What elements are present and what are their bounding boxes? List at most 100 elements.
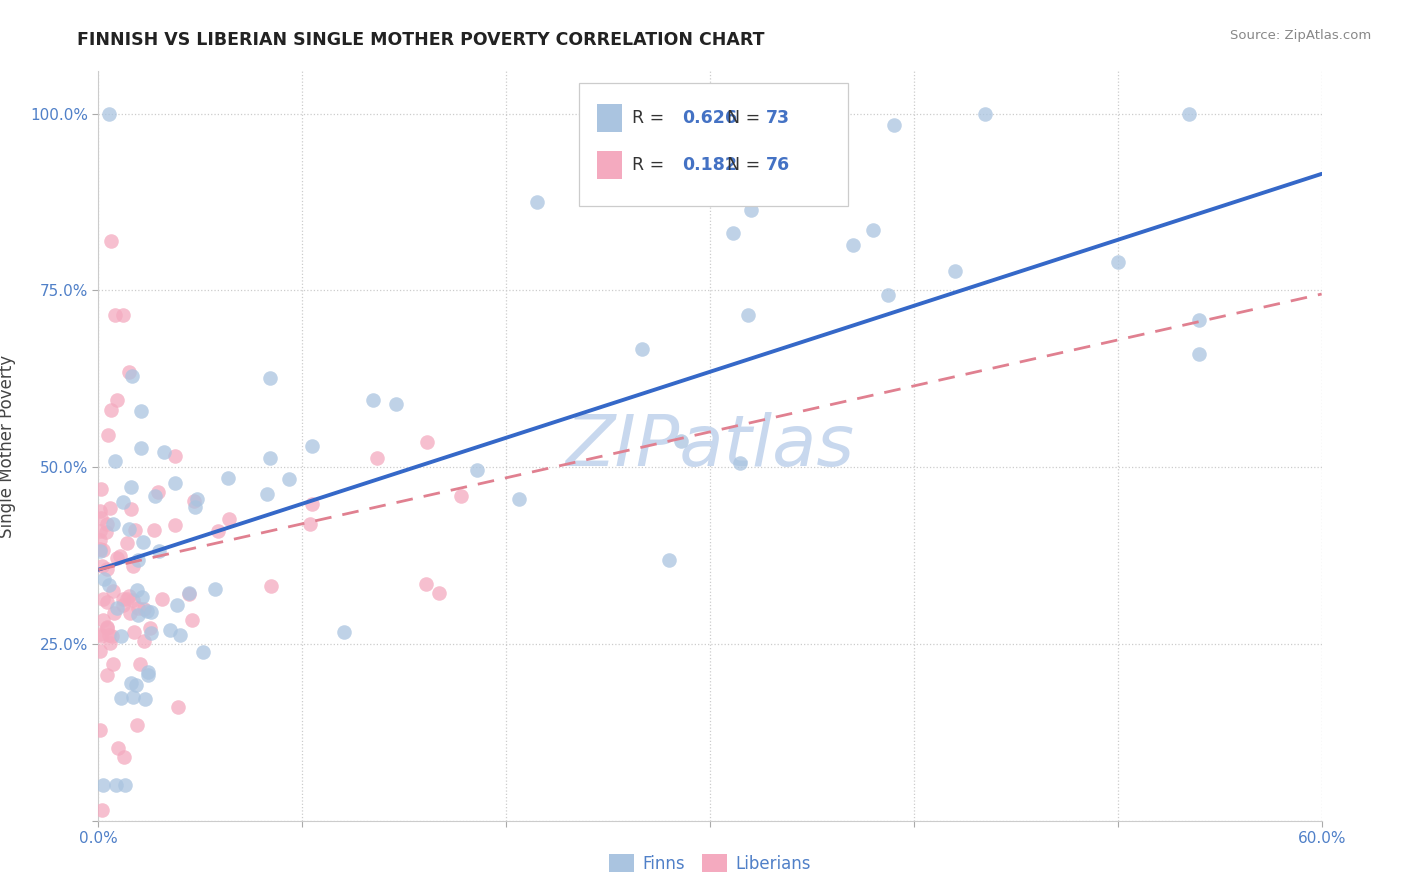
Text: 0.182: 0.182 — [682, 156, 737, 174]
Point — [184, 500, 207, 515]
Point — [91, 803, 114, 817]
Point — [98, 628, 121, 642]
Point — [96, 562, 118, 576]
Point — [104, 308, 127, 322]
Point — [89, 643, 111, 657]
Point — [125, 718, 148, 732]
Point — [90, 559, 112, 574]
Point — [104, 778, 127, 792]
Point — [256, 487, 278, 501]
Point — [96, 621, 118, 635]
Point — [91, 778, 114, 792]
Point — [1178, 107, 1201, 121]
Point — [89, 533, 111, 548]
Bar — [598, 103, 621, 132]
Point — [121, 690, 143, 704]
Point — [107, 740, 129, 755]
Point — [150, 592, 173, 607]
Point — [131, 441, 153, 455]
Point — [183, 494, 205, 508]
Point — [90, 629, 112, 643]
Point — [204, 582, 226, 597]
Point — [122, 593, 145, 607]
Point — [259, 371, 281, 385]
Text: N =: N = — [716, 156, 766, 174]
Point — [91, 592, 114, 607]
Point — [96, 516, 118, 531]
Point — [191, 645, 214, 659]
Point — [737, 308, 759, 322]
Point — [101, 583, 124, 598]
Point — [115, 535, 138, 549]
Point — [862, 223, 884, 237]
Point — [118, 589, 141, 603]
Point — [301, 497, 323, 511]
Point — [96, 668, 118, 682]
Point — [118, 522, 141, 536]
Point — [153, 445, 176, 459]
Point — [127, 608, 149, 623]
Text: 0.626: 0.626 — [682, 109, 737, 127]
Point — [103, 607, 125, 621]
Point — [943, 264, 966, 278]
Point — [259, 451, 281, 466]
Point — [127, 600, 149, 615]
Point — [129, 657, 152, 671]
Point — [143, 489, 166, 503]
Point — [96, 620, 118, 634]
Point — [101, 517, 124, 532]
Point — [122, 558, 145, 573]
Point — [108, 549, 131, 563]
Point — [98, 636, 121, 650]
Point — [131, 590, 153, 604]
Point — [104, 454, 127, 468]
Point — [146, 484, 169, 499]
Point — [100, 234, 122, 248]
Point — [96, 595, 118, 609]
Point — [112, 750, 135, 764]
Point — [508, 491, 530, 506]
Point — [94, 524, 117, 539]
Point — [179, 587, 201, 601]
Point — [120, 502, 142, 516]
Point — [125, 678, 148, 692]
Point — [105, 551, 128, 566]
Point — [167, 700, 190, 714]
Point — [278, 472, 301, 486]
Point — [120, 480, 142, 494]
Point — [111, 599, 134, 613]
Text: R =: R = — [631, 109, 669, 127]
Point — [141, 605, 163, 619]
Point — [877, 287, 900, 301]
Point — [841, 237, 863, 252]
Point — [148, 543, 170, 558]
Point — [301, 439, 323, 453]
Point — [118, 606, 141, 620]
Point — [136, 665, 159, 680]
Point — [883, 119, 905, 133]
Point — [97, 578, 120, 592]
Point — [101, 629, 124, 643]
Point — [1188, 347, 1211, 361]
Y-axis label: Single Mother Poverty: Single Mother Poverty — [0, 354, 15, 538]
Point — [333, 624, 356, 639]
Point — [177, 586, 200, 600]
Point — [135, 604, 157, 618]
Point — [1107, 255, 1129, 269]
Point — [416, 434, 439, 449]
Point — [186, 491, 208, 506]
Point — [93, 543, 115, 558]
Point — [141, 625, 163, 640]
Point — [671, 434, 693, 448]
Point — [89, 541, 111, 556]
Point — [366, 451, 388, 466]
Point — [131, 403, 153, 417]
Point — [89, 544, 111, 558]
Point — [298, 517, 321, 532]
Point — [181, 613, 204, 627]
Point — [122, 624, 145, 639]
Point — [112, 592, 135, 607]
FancyBboxPatch shape — [579, 83, 848, 206]
Text: FINNISH VS LIBERIAN SINGLE MOTHER POVERTY CORRELATION CHART: FINNISH VS LIBERIAN SINGLE MOTHER POVERT… — [77, 31, 765, 49]
Point — [111, 308, 134, 322]
